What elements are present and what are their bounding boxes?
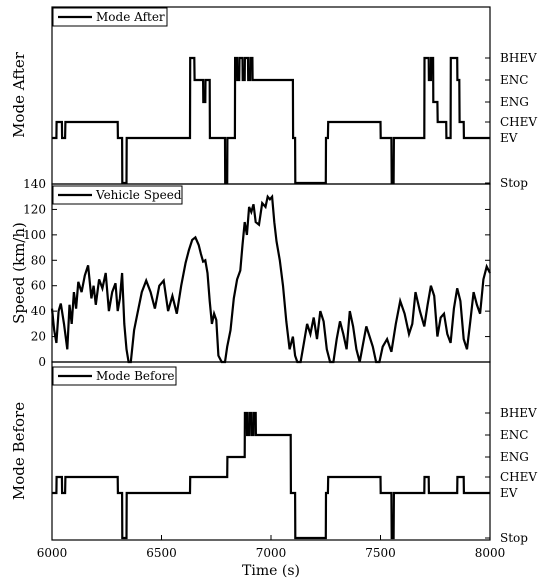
mode-category-label: CHEV: [500, 115, 537, 129]
legend-mode-before-label: Mode Before: [96, 369, 175, 383]
speed-tick-label: 20: [31, 330, 46, 344]
x-tick-label: 8000: [475, 546, 506, 560]
mode-category-label: Stop: [500, 176, 528, 190]
legend-vehicle-speed: Vehicle Speed: [52, 185, 183, 205]
mode-category-label: ENC: [500, 73, 528, 87]
mode-before-axis-title: Mode Before: [10, 402, 28, 500]
mode-category-label: ENC: [500, 428, 528, 442]
mode-category-label: ENG: [500, 95, 529, 109]
speed-trace: [50, 193, 491, 364]
mode-category-label: BHEV: [500, 406, 537, 420]
legend-mode-before: Mode Before: [52, 366, 177, 386]
x-axis-layer: 6000 6500 7000 7500 8000: [37, 535, 506, 560]
speed-tick-label: 60: [31, 279, 46, 293]
mode-before-layer: Stop EV CHEV ENG ENC BHEV: [52, 406, 537, 545]
x-tick-label: 6000: [37, 546, 68, 560]
legend-mode-after-label: Mode After: [96, 10, 165, 24]
mode-category-label: EV: [500, 486, 518, 500]
legend-mode-after: Mode After: [52, 7, 168, 27]
mode-category-label: BHEV: [500, 51, 537, 65]
mode-category-label: EV: [500, 131, 518, 145]
speed-axis-title: Speed (km/h): [10, 222, 28, 324]
speed-tick-label: 100: [23, 228, 46, 242]
mode-after-axis-title: Mode After: [10, 51, 28, 138]
speed-layer: 0 20 40 60 80 100 120 140: [23, 177, 491, 369]
x-tick-label: 7500: [365, 546, 396, 560]
speed-tick-label: 0: [38, 355, 46, 369]
mode-category-label: ENG: [500, 450, 529, 464]
speed-tick-label: 80: [31, 253, 46, 267]
mode-after-layer: Stop EV CHEV ENG ENC BHEV: [52, 51, 537, 190]
legend-vehicle-speed-label: Vehicle Speed: [95, 188, 182, 202]
x-axis-title: Time (s): [242, 563, 300, 579]
mode-category-label: CHEV: [500, 470, 537, 484]
speed-tick-label: 40: [31, 304, 46, 318]
speed-tick-label: 140: [23, 177, 46, 191]
mode-trace-mode_after: [52, 56, 490, 185]
speed-panel-frame: [51, 183, 491, 363]
mode-before-panel-frame: [51, 361, 491, 541]
mode-trace-mode_before: [52, 411, 490, 540]
x-tick-label: 7000: [256, 546, 287, 560]
mode-category-label: Stop: [500, 531, 528, 545]
speed-tick-label: 120: [23, 202, 46, 216]
x-tick-label: 6500: [146, 546, 177, 560]
